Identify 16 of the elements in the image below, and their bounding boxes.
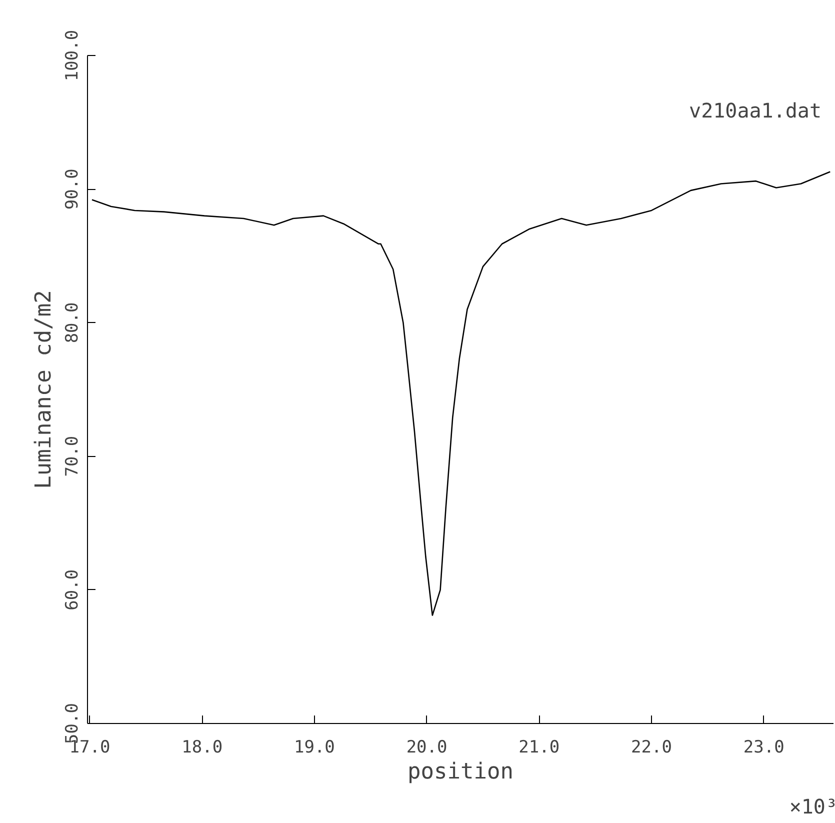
x-tick-label: 22.0 bbox=[631, 738, 672, 758]
text: ×10³ bbox=[789, 794, 835, 818]
x-tick-label: 23.0 bbox=[743, 738, 784, 758]
y-axis-title: Luminance cd/m2 bbox=[32, 290, 56, 489]
x-axis-title: position bbox=[408, 760, 514, 784]
annotation: v210aa1.dat bbox=[689, 98, 822, 122]
y-tick-label: 100.0 bbox=[62, 30, 82, 82]
x-tick-label: 20.0 bbox=[406, 738, 448, 758]
y-tick-label: 70.0 bbox=[62, 436, 82, 477]
x-tick-label: 18.0 bbox=[182, 738, 223, 758]
x-tick-label: 19.0 bbox=[294, 738, 335, 758]
y-tick-label: 60.0 bbox=[62, 569, 82, 610]
y-tick-label: 80.0 bbox=[62, 302, 82, 344]
y-tick-label: 90.0 bbox=[62, 168, 82, 210]
line-series bbox=[91, 171, 831, 616]
x-tick-label: 21.0 bbox=[518, 738, 560, 758]
